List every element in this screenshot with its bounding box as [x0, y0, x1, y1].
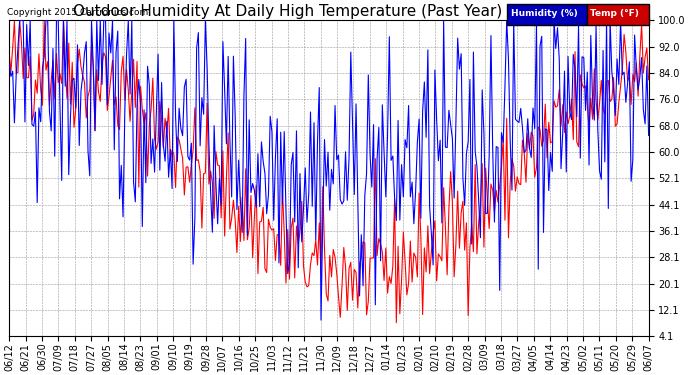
Text: Temp (°F): Temp (°F)	[590, 9, 639, 18]
Title: Outdoor Humidity At Daily High Temperature (Past Year) 20150612: Outdoor Humidity At Daily High Temperatu…	[73, 4, 584, 19]
Text: Humidity (%): Humidity (%)	[511, 9, 578, 18]
Text: Copyright 2015 Cartronics.com: Copyright 2015 Cartronics.com	[7, 8, 148, 16]
